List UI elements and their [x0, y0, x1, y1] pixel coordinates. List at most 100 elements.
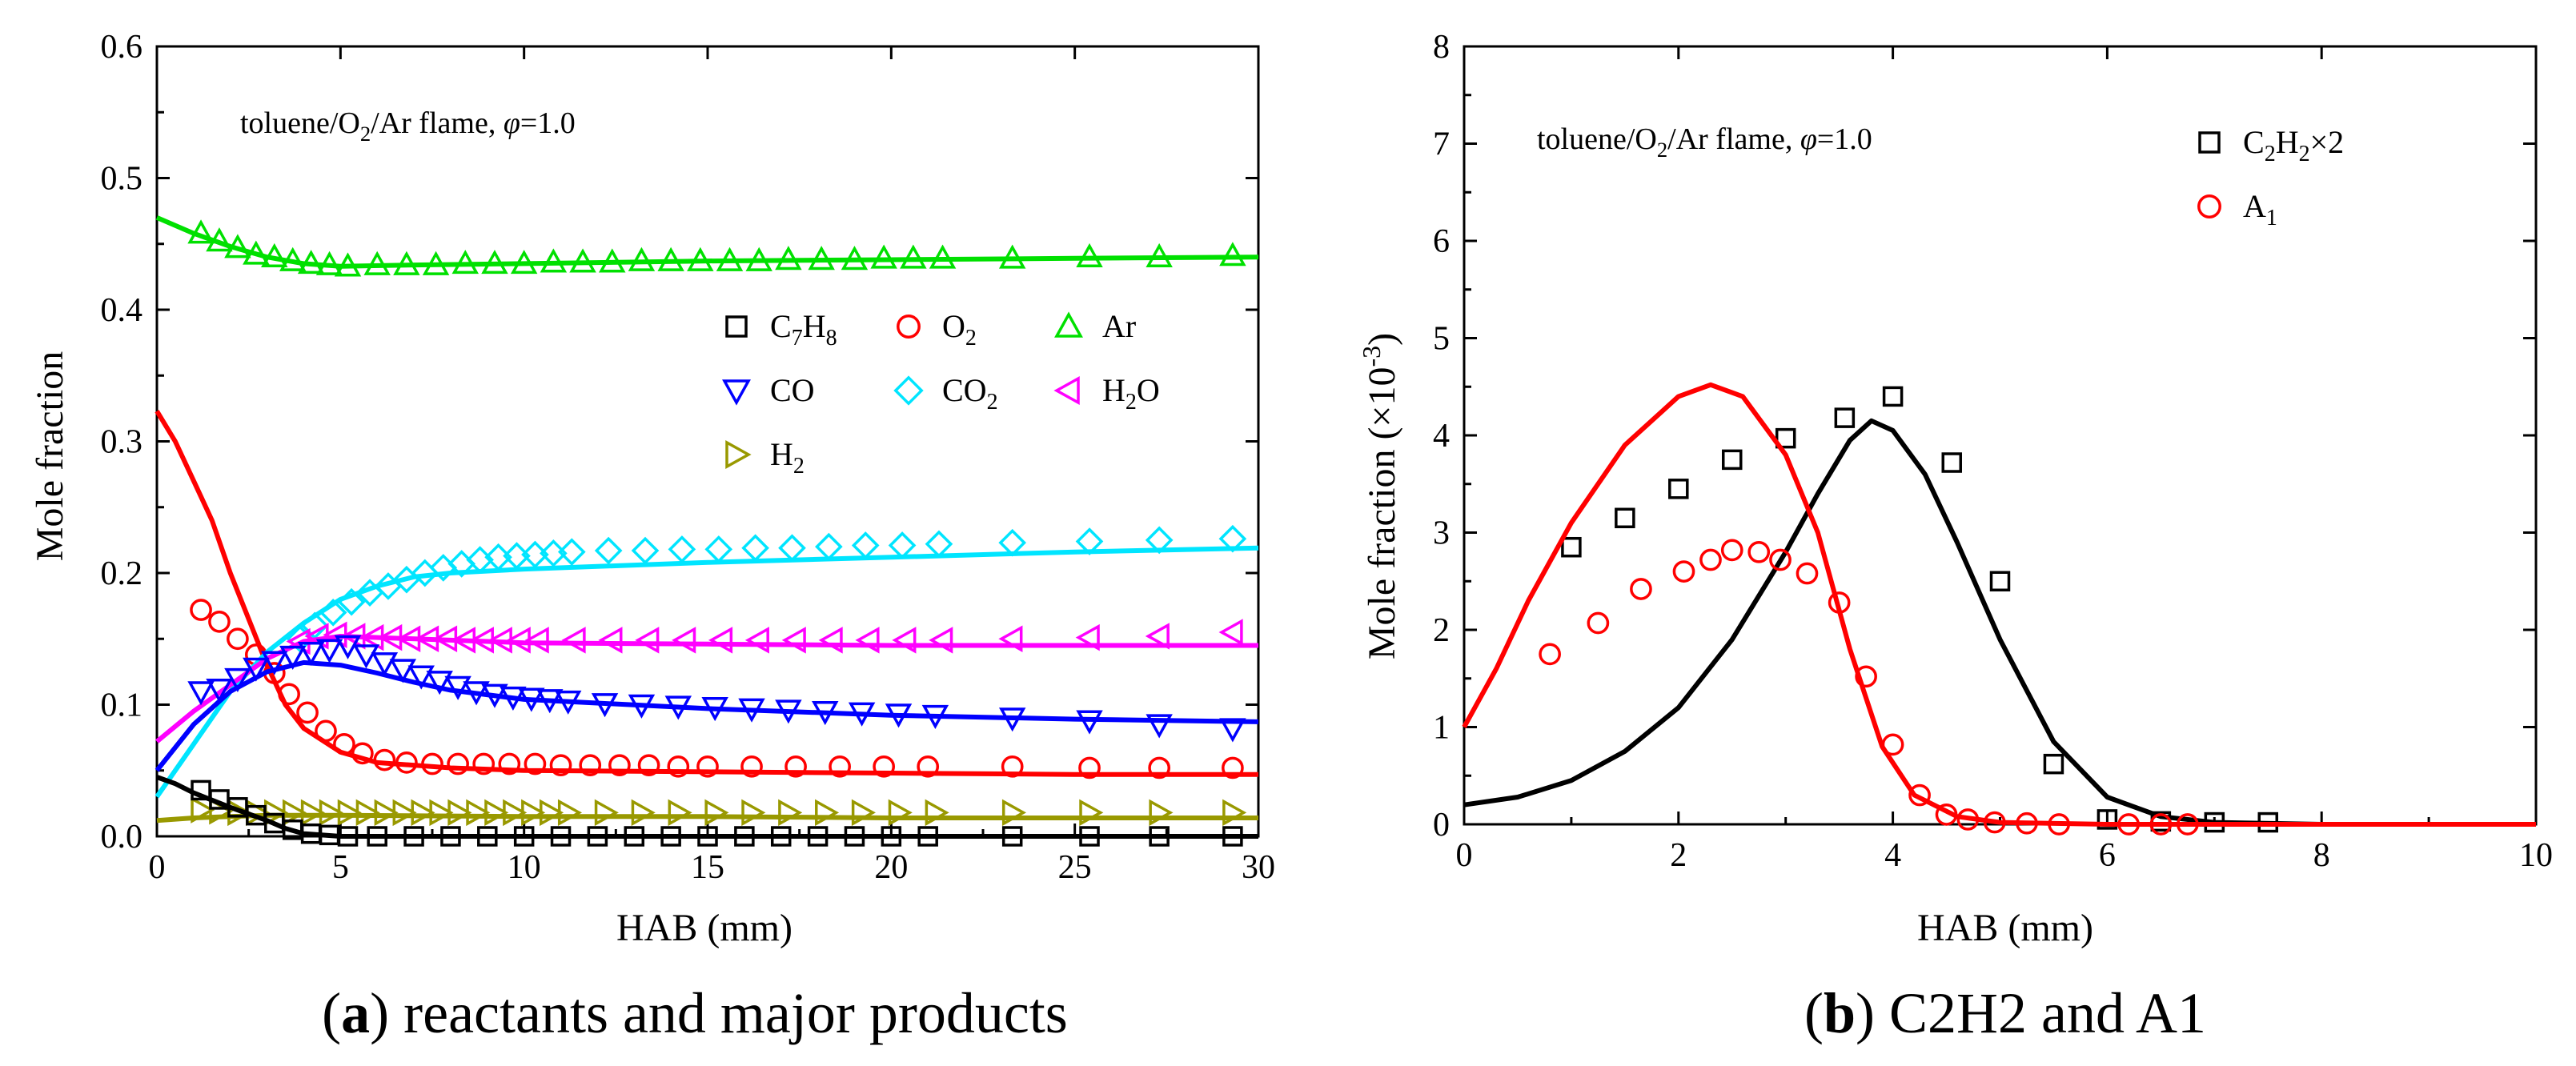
panel-b-y-tick-label: 6 [1433, 223, 1450, 260]
panel-a-data-point [851, 531, 880, 559]
panel-a-data-point [315, 719, 337, 743]
panel-b-data-point [1615, 507, 1635, 529]
panel-b-legend-item: C2H2×2 [2198, 124, 2344, 166]
panel-a-data-point [657, 246, 684, 271]
panel-a-data-point [337, 587, 366, 616]
panel-a-y-tick-label: 0.2 [101, 555, 143, 592]
panel-a-data-point [472, 752, 496, 775]
panel-a-data-point [598, 627, 623, 654]
panel-b-data-point [1769, 548, 1792, 571]
panel-a-data-point [778, 799, 803, 827]
panel-a-legend-item: Ar [1054, 308, 1136, 344]
panel-a-data-point [521, 799, 546, 827]
panel-a-data-point [781, 627, 806, 654]
panel-a-data-point [351, 742, 374, 765]
panel-a-data-point [1001, 755, 1024, 778]
panel-a-data-point [998, 625, 1023, 652]
panel-a-data-point [917, 755, 940, 778]
panel-a-data-point [374, 799, 399, 827]
panel-a-data-point [300, 799, 325, 827]
panel-a-data-point [466, 799, 491, 827]
panel-a-y-tick-label: 0.5 [101, 161, 143, 198]
panel-a-data-point [540, 799, 564, 827]
panel-b-series-0-points [1561, 386, 2278, 833]
panel-a-data-point [594, 536, 623, 565]
panel-a-data-point [848, 702, 876, 727]
panel-a-data-point [208, 611, 231, 633]
panel-a-data-point [929, 244, 957, 269]
panel-a-data-point [1079, 826, 1100, 847]
panel-a-data-point [524, 752, 547, 775]
panel-b-data-point [1908, 783, 1931, 807]
panel-b-x-axis-label: HAB (mm) [1917, 907, 2093, 949]
panel-a-data-point [333, 733, 355, 755]
panel-a-data-point [701, 697, 728, 722]
panel-a-y-tick-label: 0.4 [101, 292, 143, 329]
panel-b-data-point [1775, 427, 1796, 449]
panel-b-data-point [1561, 536, 1582, 558]
panel-a-data-point [557, 799, 583, 827]
panel-b-series [1462, 382, 2536, 836]
panel-a-data-point [697, 826, 718, 847]
panel-a-data-point [187, 681, 215, 706]
panel-b-x-tick-label: 0 [1456, 837, 1473, 874]
panel-a-data-point [668, 535, 696, 563]
panel-a-series-5-line [156, 812, 1258, 824]
panel-b-data-point [2149, 813, 2173, 836]
panel-a-x-tick-label: 30 [1242, 849, 1275, 886]
panel-a-data-point [637, 754, 660, 777]
panel-a-data-point [282, 799, 307, 827]
panel-a-data-point [851, 799, 876, 827]
panel-a-data-point [315, 250, 343, 275]
panel-a-data-point [279, 645, 307, 670]
panel-b-series-0-line [1463, 418, 2536, 827]
panel-a-data-point [243, 240, 270, 265]
panel-a-data-point [631, 536, 660, 565]
panel-a-x-tick-label: 15 [691, 849, 724, 886]
panel-b-series-1-points [1539, 539, 2199, 836]
panel-b-plot-area [1463, 45, 2538, 826]
panel-b-data-point [1989, 571, 2011, 591]
panel-a-data-point [297, 641, 325, 667]
panel-a-legend-item: CO2 [893, 372, 998, 415]
chart-panel-b: 0 2 4 6 8 10 0 1 2 3 4 5 6 7 8 toluene/O2/Ar flame, φ=… [1357, 29, 2553, 1045]
panel-a-data-point [818, 627, 843, 654]
panel-a-data-point [807, 826, 829, 847]
panel-b-data-point [1983, 811, 2006, 834]
panel-a-data-point [1079, 799, 1104, 827]
panel-a-data-point [407, 665, 435, 690]
panel-a-data-point [740, 755, 763, 778]
panel-a-series-0-line [155, 215, 1259, 269]
panel-a-data-point [549, 754, 572, 777]
panel-a-y-tick-label: 0.0 [101, 819, 143, 856]
panel-a-data-point [536, 689, 564, 714]
panel-a-data-point [334, 252, 362, 277]
panel-a-data-point [367, 826, 387, 847]
panel-a-ticks: 0 5 10 15 20 25 30 0.0 0.1 0.2 0.3 0.4 0.5 0.6 [101, 29, 1276, 886]
panel-a-data-point [925, 799, 949, 827]
panel-a-data-point [855, 627, 880, 654]
panel-b-data-point [2048, 813, 2070, 836]
panel-a-x-tick-label: 5 [332, 849, 349, 886]
panel-a-data-point [261, 651, 288, 675]
panel-b-y-tick-label: 2 [1433, 612, 1450, 649]
panel-a-caption: (a) reactants and major products [322, 981, 1068, 1045]
panel-a-data-point [337, 799, 362, 827]
panel-a-data-point [451, 250, 479, 275]
panel-a-data-point [503, 799, 528, 827]
panel-a-data-point [524, 627, 549, 654]
panel-a-data-point [1149, 799, 1174, 827]
panel-a-data-point [738, 698, 765, 723]
panel-a-data-point [708, 627, 733, 654]
panel-b-data-point [2176, 813, 2199, 836]
panel-a-data-point [206, 227, 233, 252]
panel-a-data-point [1001, 826, 1023, 847]
panel-a-series-2-points [286, 524, 1247, 653]
panel-a-data-point [319, 799, 343, 827]
panel-a-data-point [510, 250, 538, 275]
panel-a-data-point [594, 799, 619, 827]
panel-a-data-point [355, 799, 380, 827]
panel-b-x-tick-label: 2 [1670, 837, 1687, 874]
panel-b-x-tick-label: 8 [2313, 837, 2330, 874]
panel-a-legend-marker [893, 375, 924, 406]
